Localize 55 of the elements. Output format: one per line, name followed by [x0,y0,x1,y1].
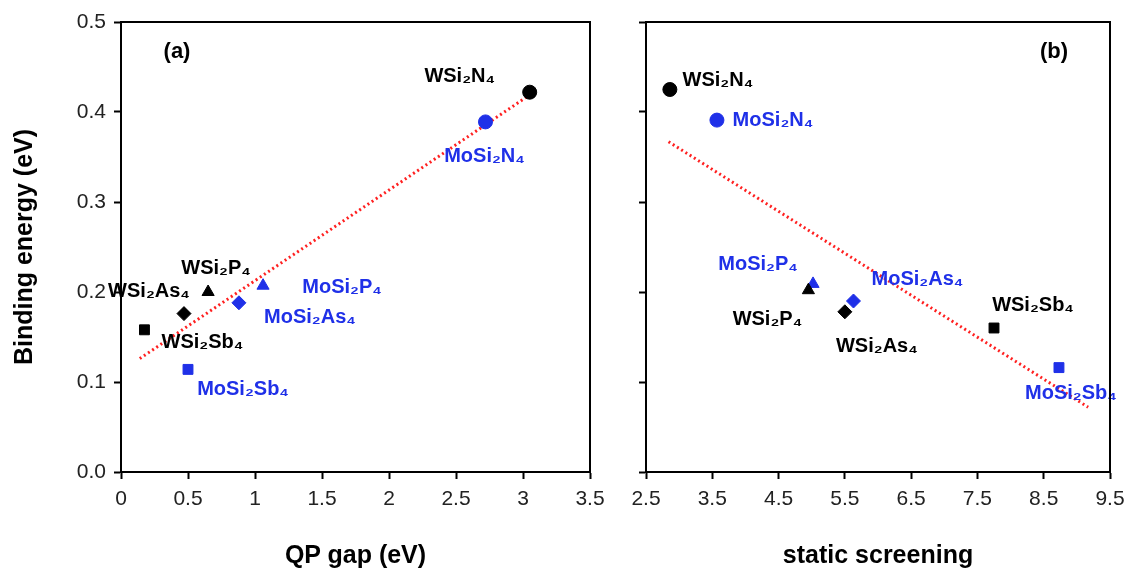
x-tick-label: 0.5 [173,486,203,510]
point [662,82,678,97]
y-tick-label: 0.4 [76,98,107,122]
point [477,114,493,130]
x-tick-label: 0 [115,486,127,510]
point [201,284,215,296]
point [801,282,815,295]
x-tick-label: 6.5 [896,486,926,510]
y-tick-label: 0.2 [76,278,106,302]
x-axis-title: static screening [782,539,974,568]
point [837,304,853,320]
x-tick-label: 3.5 [697,486,727,510]
series-label: WSi₂N₄ [682,68,754,91]
series-label: MoSi₂N₄ [732,107,814,130]
y-tick-label: 0.1 [76,368,106,392]
point [988,322,1000,334]
text: (a) [163,38,191,64]
point [176,306,192,322]
series-label: MoSi₂Sb₄ [197,376,289,399]
point [709,112,725,128]
point [231,295,247,311]
text: (b) [1039,38,1069,64]
point [522,84,538,100]
series-label: MoSi₂P₄ [718,252,798,275]
point [182,363,194,375]
series-label: WSi₂N₄ [424,63,496,86]
x-tick-label: 1 [249,486,261,510]
x-tick-label: 3.5 [575,486,605,510]
series-label: WSi₂Sb₄ [161,330,244,353]
y-tick-label: 0.5 [76,8,106,32]
x-tick-label: 2.5 [441,486,471,510]
series-label: MoSi₂As₄ [264,305,356,328]
point [256,278,270,290]
x-tick-label: 3 [517,486,529,510]
x-tick-label: 5.5 [830,486,860,510]
x-tick-label: 2.5 [631,486,661,510]
y-tick-label: 0.3 [76,188,106,212]
x-tick-label: 9.5 [1095,486,1125,510]
point [139,324,150,336]
series-label: MoSi₂N₄ [444,144,525,167]
point [1053,362,1065,374]
series-label: WSi₂Sb₄ [992,292,1074,315]
point [845,293,861,309]
series-label: MoSi₂P₄ [302,275,382,298]
x-axis-title: QP gap (eV) [284,539,427,568]
series-label: WSi₂As₄ [835,334,918,357]
x-tick-label: 1.5 [307,486,337,510]
x-tick-label: 2 [383,486,395,510]
series-label: WSi₂P₄ [181,255,251,278]
y-axis-title: Binding energy (eV) [8,128,37,366]
series-label: WSi₂P₄ [732,306,803,329]
x-tick-label: 8.5 [1029,486,1059,510]
y-tick-label: 0.0 [76,458,106,482]
x-tick-label: 4.5 [763,486,794,510]
x-tick-label: 7.5 [962,486,993,510]
